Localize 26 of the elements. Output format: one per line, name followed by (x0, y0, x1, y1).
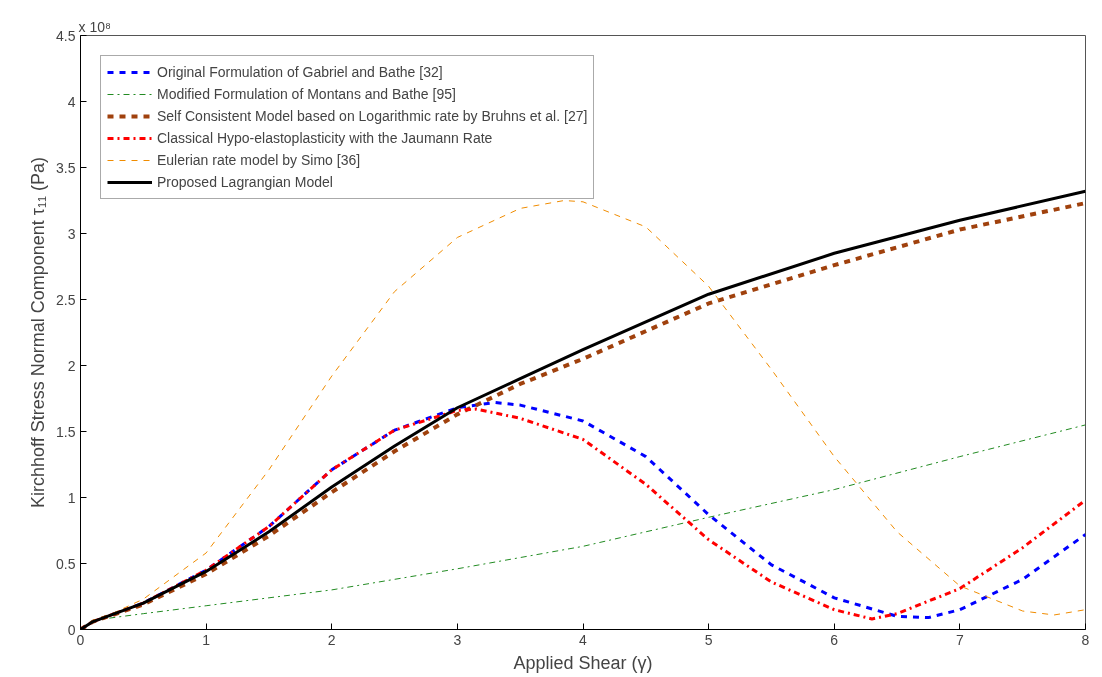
legend-label: Eulerian rate model by Simo [36] (157, 152, 361, 168)
legend-label: Proposed Lagrangian Model (157, 174, 333, 190)
x-tick-label: 5 (704, 631, 713, 648)
y-tick-label: 2.5 (56, 291, 76, 308)
y-tick-label: 1 (67, 489, 76, 506)
y-axis-title: Kirchhoff Stress Normal Component τ₁₁ (Pa) (28, 156, 49, 509)
x-axis-title: Applied Shear (γ) (513, 652, 653, 673)
x-tick-label: 3 (453, 631, 462, 648)
legend-label: Self Consistent Model based on Logarithmic rate by Bruhns et al. [27] (157, 108, 588, 124)
text: x 10⁸ (78, 18, 111, 35)
legend-label: Original Formulation of Gabriel and Bathe [32] (157, 64, 443, 80)
x-tick-label: 8 (1081, 631, 1090, 648)
x-tick-label: 4 (579, 631, 588, 648)
y-tick-label: 1.5 (56, 423, 76, 440)
x-tick-label: 6 (830, 631, 839, 648)
y-tick-label: 3.5 (56, 159, 76, 176)
y-tick-label: 0.5 (56, 555, 76, 572)
x-tick-label: 2 (327, 631, 336, 648)
x-tick-label: 7 (955, 631, 964, 648)
y-tick-label: 4 (67, 93, 76, 110)
y-tick-label: 2 (67, 357, 76, 374)
y-tick-label: 4.5 (56, 27, 76, 44)
legend-label: Modified Formulation of Montans and Bathe [95] (157, 86, 456, 102)
x-tick-label: 1 (202, 631, 211, 648)
y-tick-label: 3 (67, 225, 76, 242)
legend-label: Classical Hypo-elastoplasticity with the Jaumann Rate (157, 130, 493, 146)
